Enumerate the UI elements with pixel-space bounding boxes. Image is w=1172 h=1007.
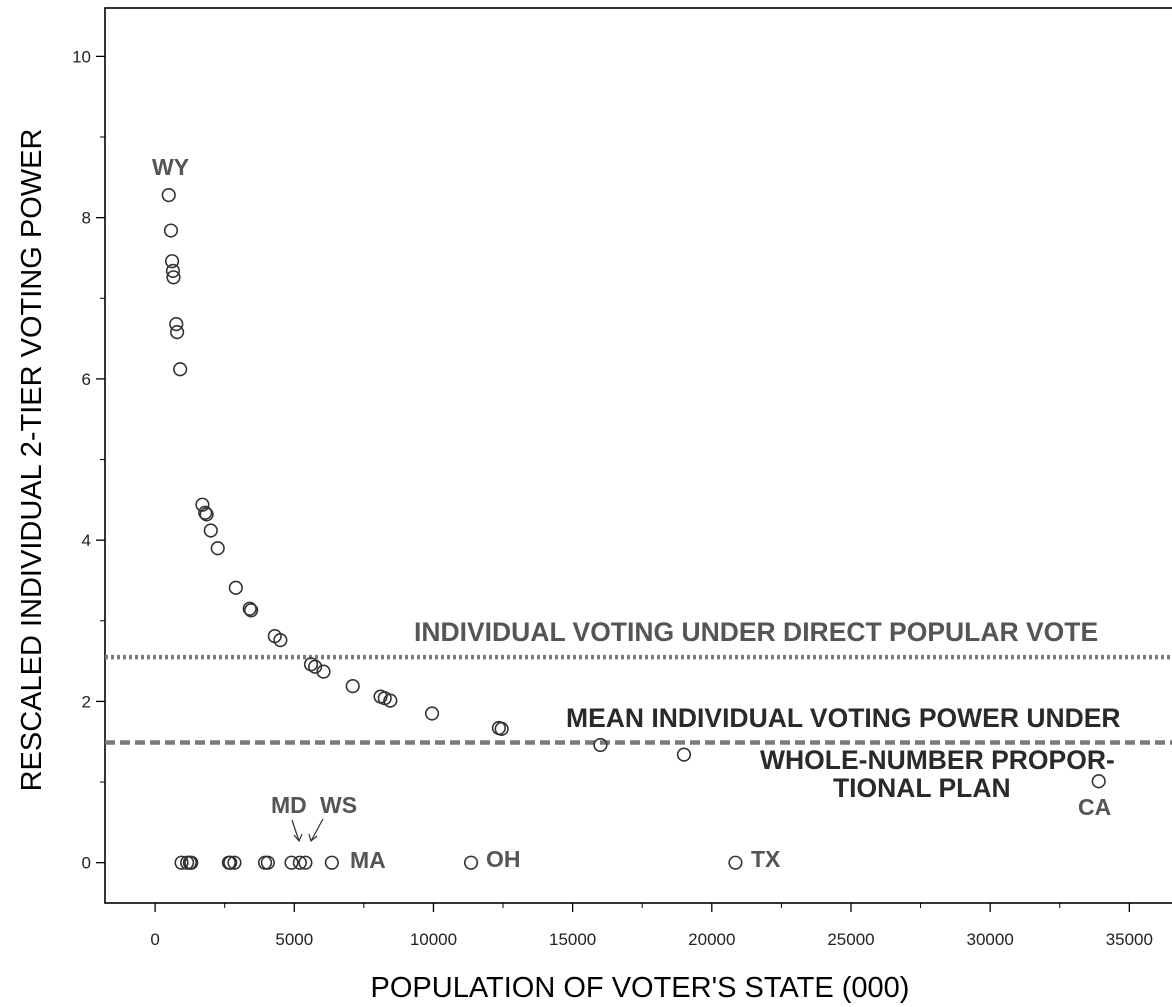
y-axis-title: RESCALED INDIVIDUAL 2-TIER VOTING POWER [16,129,48,792]
data-point [164,254,180,269]
data-point [169,325,185,340]
data-point [728,855,743,870]
data-point [198,505,213,520]
data-point [1091,774,1106,789]
data-point [244,603,259,618]
data-point [227,855,242,870]
data-point [166,270,181,285]
x-axis-title: POPULATION OF VOTER'S STATE (000) [371,972,910,1004]
x-tick-label: 0 [150,930,159,949]
data-point [494,721,509,736]
data-point [174,855,189,870]
data-point [203,523,218,538]
data-point [292,855,307,870]
state-label-md: MD [271,792,307,818]
x-tick-label: 35000 [1106,930,1153,949]
data-point [163,223,179,238]
y-tick-label: 0 [82,854,91,873]
plot-frame [104,7,1172,904]
data-point [173,362,188,377]
state-label-oh: OH [486,846,521,872]
data-point [298,855,313,870]
data-point [308,659,323,674]
state-label-tx: TX [751,846,781,872]
data-point [463,855,479,870]
x-tick-label: 30000 [967,930,1014,949]
state-label-ca: CA [1078,794,1111,820]
data-point [228,580,243,595]
data-point [260,855,275,870]
x-tick-label: 15000 [549,930,596,949]
x-tick-label: 5000 [275,930,313,949]
y-tick-label: 6 [82,370,91,389]
data-point [169,316,184,332]
state-label-ma: MA [350,847,386,873]
data-point [316,664,331,679]
data-point [242,601,257,616]
data-point [345,679,360,694]
data-point [383,693,398,708]
state-label-ws: WS [320,792,357,818]
state-label-wy: WY [152,154,189,180]
data-point [165,263,181,278]
y-tick-label: 4 [82,531,91,550]
data-point [184,855,199,870]
y-tick-label: 2 [82,692,91,711]
data-point [257,855,273,870]
data-point [199,507,214,522]
data-point [210,541,225,556]
data-point [273,633,288,648]
data-point [284,855,299,870]
data-point [424,706,440,721]
reference-lines [105,654,1172,745]
data-points [161,187,1106,870]
md-ws-arrows [291,818,324,843]
data-point [324,855,339,870]
x-tick-label: 20000 [688,930,735,949]
data-point [223,855,238,870]
y-tick-label: 8 [82,209,91,228]
data-point [161,187,176,203]
proportional-plan-label-line2: WHOLE-NUMBER PROPOR- [760,745,1115,775]
axis-ticks: 0 5000 10000 15000 20000 25000 30000 35000 0 2 4 6 8… [72,47,1153,949]
data-point [593,737,608,753]
data-point [195,497,210,512]
proportional-plan-label-line1: MEAN INDIVIDUAL VOTING POWER UNDER [566,703,1121,733]
y-tick-label: 10 [72,47,91,66]
x-tick-label: 25000 [827,930,874,949]
data-point [676,747,692,762]
x-tick-label: 10000 [410,930,457,949]
popular-vote-label: INDIVIDUAL VOTING UNDER DIRECT POPULAR V… [414,617,1098,647]
proportional-plan-label-line3: TIONAL PLAN [833,773,1011,803]
